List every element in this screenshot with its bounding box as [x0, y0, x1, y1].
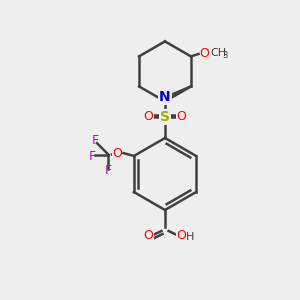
Text: O: O	[144, 229, 153, 242]
Text: CH: CH	[211, 48, 226, 59]
Text: H: H	[186, 232, 194, 242]
Text: F: F	[91, 134, 98, 148]
Text: F: F	[105, 164, 112, 178]
Text: O: O	[112, 146, 122, 160]
Text: S: S	[160, 110, 170, 124]
Text: O: O	[177, 229, 186, 242]
Text: 3: 3	[223, 51, 228, 60]
Text: F: F	[88, 149, 95, 163]
Text: O: O	[177, 110, 186, 124]
Text: O: O	[144, 110, 153, 124]
Text: O: O	[200, 47, 209, 60]
Text: N: N	[159, 91, 171, 104]
